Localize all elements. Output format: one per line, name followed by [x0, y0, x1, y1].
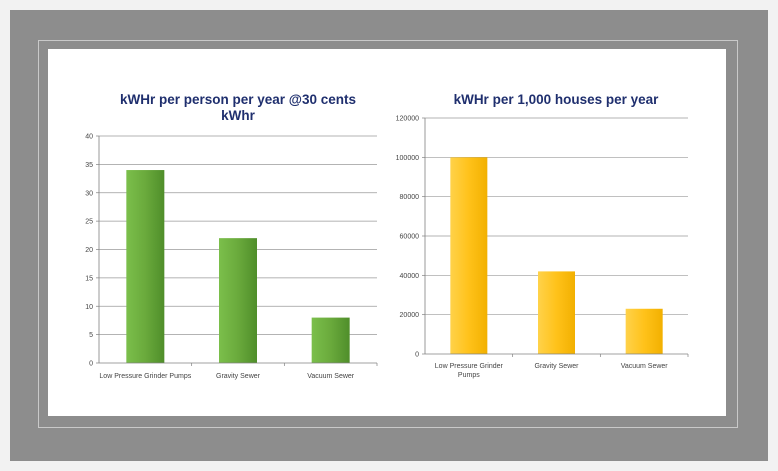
bar-vacuum-sewer: [625, 308, 663, 354]
y-tick-label: 120000: [396, 116, 419, 123]
bar-vacuum-sewer: [311, 317, 350, 363]
x-category-label: Low Pressure Grinder: [435, 363, 504, 370]
y-tick-label: 40000: [400, 273, 420, 280]
bar-gravity-sewer: [219, 238, 257, 363]
chart-title: kWHr per person per year @30 cents: [120, 92, 356, 107]
y-tick-label: 100000: [396, 155, 419, 162]
x-category-label: Low Pressure Grinder Pumps: [99, 373, 191, 380]
y-tick-label: 15: [85, 275, 93, 282]
y-tick-label: 80000: [400, 194, 420, 201]
y-tick-label: 0: [415, 352, 419, 359]
y-tick-label: 20: [85, 247, 93, 254]
x-category-label: Pumps: [458, 372, 480, 379]
x-category-label: Vacuum Sewer: [307, 373, 355, 380]
y-tick-label: 40: [85, 134, 93, 141]
x-category-label: Vacuum Sewer: [621, 363, 669, 370]
x-category-label: Gravity Sewer: [535, 363, 580, 370]
chart-title: kWHr per 1,000 houses per year: [454, 92, 660, 107]
slide-frame: [38, 40, 738, 428]
y-tick-label: 10: [85, 304, 93, 311]
bar-low-pressure-grinder-pumps: [450, 157, 488, 354]
y-tick-label: 5: [89, 332, 93, 339]
chart-title: kWhr: [221, 108, 255, 123]
y-tick-label: 35: [85, 162, 93, 169]
bar-low-pressure-grinder-pumps: [126, 170, 165, 363]
y-tick-label: 60000: [400, 234, 420, 241]
x-category-label: Gravity Sewer: [216, 373, 261, 380]
y-tick-label: 0: [89, 361, 93, 368]
y-tick-label: 25: [85, 219, 93, 226]
y-tick-label: 20000: [400, 312, 420, 319]
bar-gravity-sewer: [538, 271, 575, 354]
y-tick-label: 30: [85, 190, 93, 197]
